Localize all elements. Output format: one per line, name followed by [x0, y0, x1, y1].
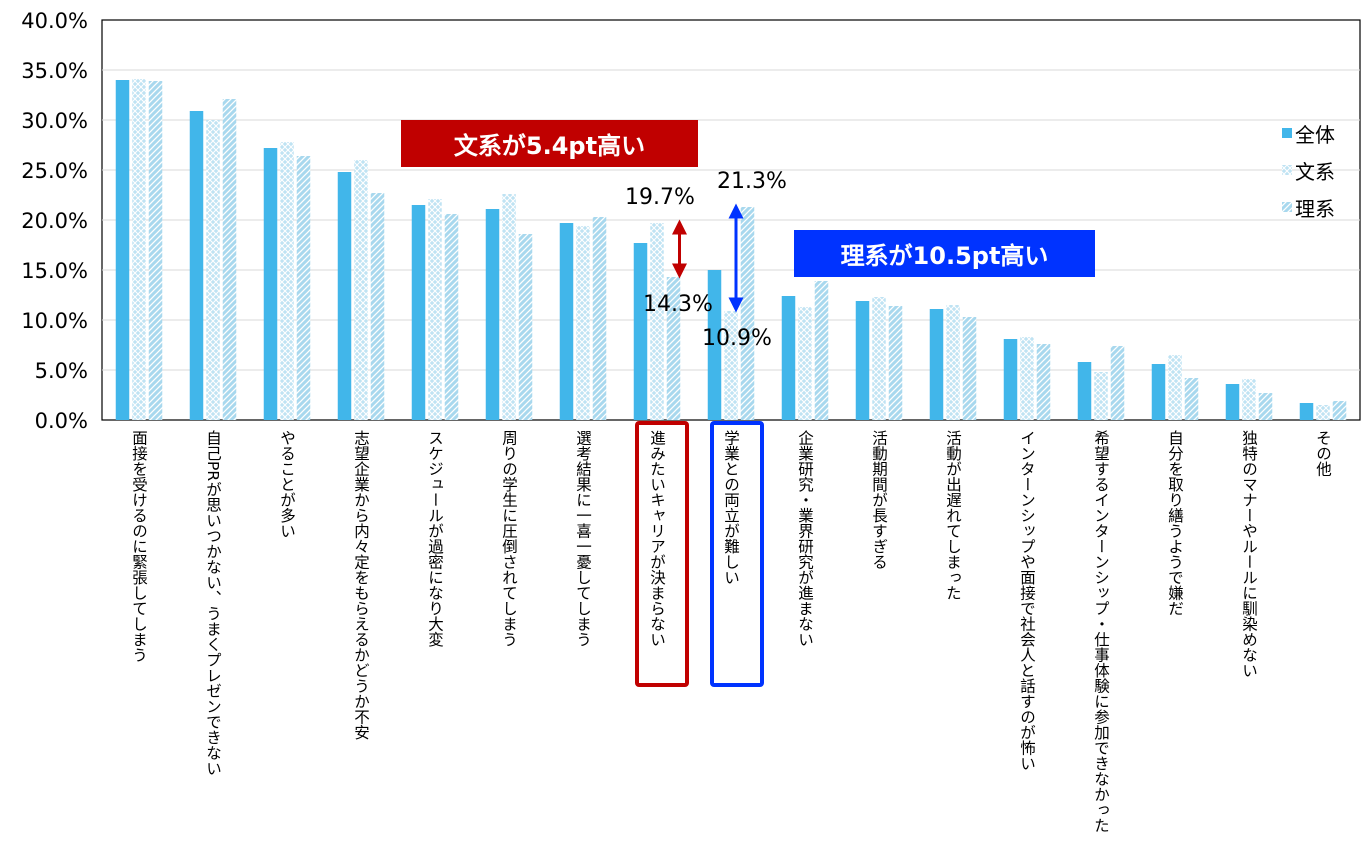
y-tick-label: 25.0%	[21, 159, 88, 183]
legend-label: 文系	[1295, 160, 1335, 184]
bar-bunkei	[206, 120, 220, 420]
bar-zentai	[1299, 403, 1314, 420]
legend-label: 理系	[1295, 197, 1335, 221]
bar-bunkei	[798, 307, 812, 420]
bar-rikei	[1184, 378, 1199, 420]
bar-rikei	[518, 234, 533, 420]
bar-zentai	[855, 301, 870, 420]
bar-zentai	[115, 80, 130, 420]
study-low-label: 10.9%	[702, 326, 772, 351]
legend-label: 全体	[1295, 123, 1335, 147]
category-label: 自分を取り繕うようで嫌だ	[1166, 430, 1184, 616]
bar-rikei	[222, 99, 237, 420]
y-tick-label: 40.0%	[21, 9, 88, 33]
bar-bunkei	[428, 199, 442, 420]
bar-bunkei	[724, 311, 738, 420]
bar-bunkei	[1020, 337, 1034, 420]
bar-zentai	[1077, 362, 1092, 420]
bar-zentai	[263, 148, 278, 420]
category-label: インターンシップや面接で社会人と話すのが怖い	[1018, 430, 1036, 771]
bars	[115, 79, 1347, 420]
category-label: 志望企業から内々定をもらえるかどうか不安	[352, 430, 370, 740]
legend-swatch	[1282, 165, 1292, 175]
bar-rikei	[1332, 401, 1347, 420]
category-label: やることが多い	[278, 430, 296, 539]
bar-zentai	[559, 223, 574, 420]
legend-swatch	[1282, 202, 1292, 212]
bar-bunkei	[872, 297, 886, 420]
category-label: その他	[1314, 430, 1332, 477]
bar-rikei	[962, 317, 977, 420]
bar-bunkei	[132, 79, 146, 420]
career-high-label: 19.7%	[625, 185, 695, 210]
rikei-banner: 理系が10.5pt高い	[794, 230, 1095, 277]
bar-zentai	[485, 209, 500, 420]
category-label: 自己PRが思いつかない、うまくプレゼンできない	[204, 430, 222, 776]
bar-bunkei	[1094, 372, 1108, 420]
study-highlight-box	[710, 421, 764, 687]
category-label: 希望するインターンシップ・仕事体験に参加できなかった	[1092, 430, 1110, 833]
bar-rikei	[444, 214, 459, 420]
study-high-label: 21.3%	[717, 169, 787, 194]
bar-bunkei	[354, 160, 368, 420]
bar-bunkei	[576, 226, 590, 420]
bar-rikei	[592, 217, 607, 420]
category-label: 学業との両立が難しい	[722, 430, 740, 585]
bar-bunkei	[280, 142, 294, 420]
y-tick-label: 35.0%	[21, 59, 88, 83]
bar-rikei	[296, 156, 311, 420]
y-tick-label: 15.0%	[21, 259, 88, 283]
bar-rikei	[148, 81, 163, 420]
career-highlight-box	[635, 421, 689, 687]
y-axis: 0.0% 5.0% 10.0% 15.0% 20.0% 25.0% 30.0% 35.0% 40…	[21, 9, 88, 433]
bar-zentai	[411, 205, 426, 420]
bar-bunkei	[650, 223, 664, 420]
category-label: 独特のマナーやルールに馴染めない	[1240, 430, 1258, 678]
bar-zentai	[781, 296, 796, 420]
bar-rikei	[1110, 346, 1125, 420]
bunkei-banner: 文系が5.4pt高い	[401, 120, 698, 167]
bar-rikei	[888, 306, 903, 420]
bar-rikei	[740, 207, 755, 420]
y-tick-label: 10.0%	[21, 309, 88, 333]
gridlines	[102, 69, 1360, 371]
bar-zentai	[1003, 339, 1018, 420]
bar-bunkei	[1316, 405, 1330, 420]
bar-zentai	[1151, 364, 1166, 420]
bar-rikei	[1258, 393, 1273, 420]
category-label: 周りの学生に圧倒されてしまう	[500, 430, 518, 647]
bar-rikei	[814, 281, 829, 420]
bar-zentai	[929, 309, 944, 420]
legend-swatch	[1282, 128, 1292, 138]
y-tick-label: 30.0%	[21, 109, 88, 133]
bar-rikei	[370, 193, 385, 420]
bar-bunkei	[1168, 355, 1182, 420]
bar-zentai	[707, 270, 722, 420]
bar-bunkei	[946, 305, 960, 420]
category-label: 企業研究・業界研究が進まない	[796, 430, 814, 647]
y-tick-label: 5.0%	[35, 359, 88, 383]
category-label: 面接を受けるのに緊張してしまう	[130, 430, 148, 663]
category-label: 選考結果に一喜一憂してしまう	[574, 430, 592, 647]
career-low-label: 14.3%	[643, 292, 713, 317]
y-tick-label: 20.0%	[21, 209, 88, 233]
bar-zentai	[189, 111, 204, 420]
y-tick-label: 0.0%	[35, 409, 88, 433]
bar-bunkei	[502, 194, 516, 420]
bar-zentai	[1225, 384, 1240, 420]
category-label: 活動期間が長すぎる	[870, 430, 888, 570]
bar-zentai	[337, 172, 352, 420]
category-label: 活動が出遅れてしまった	[944, 430, 962, 601]
category-label: 進みたいキャリアが決まらない	[648, 430, 666, 647]
bar-rikei	[666, 277, 681, 420]
bar-rikei	[1036, 344, 1051, 420]
bar-zentai	[633, 243, 648, 420]
category-label: スケジュールが過密になり大変	[426, 430, 444, 647]
bar-bunkei	[1242, 379, 1256, 420]
